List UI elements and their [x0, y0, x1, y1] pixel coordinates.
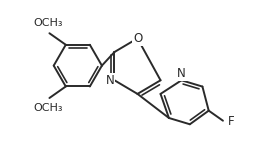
Text: O: O: [133, 32, 142, 45]
Text: OCH₃: OCH₃: [34, 18, 63, 28]
Text: F: F: [227, 115, 234, 128]
Text: OCH₃: OCH₃: [34, 103, 63, 113]
Text: N: N: [106, 74, 114, 87]
Text: N: N: [177, 67, 186, 80]
